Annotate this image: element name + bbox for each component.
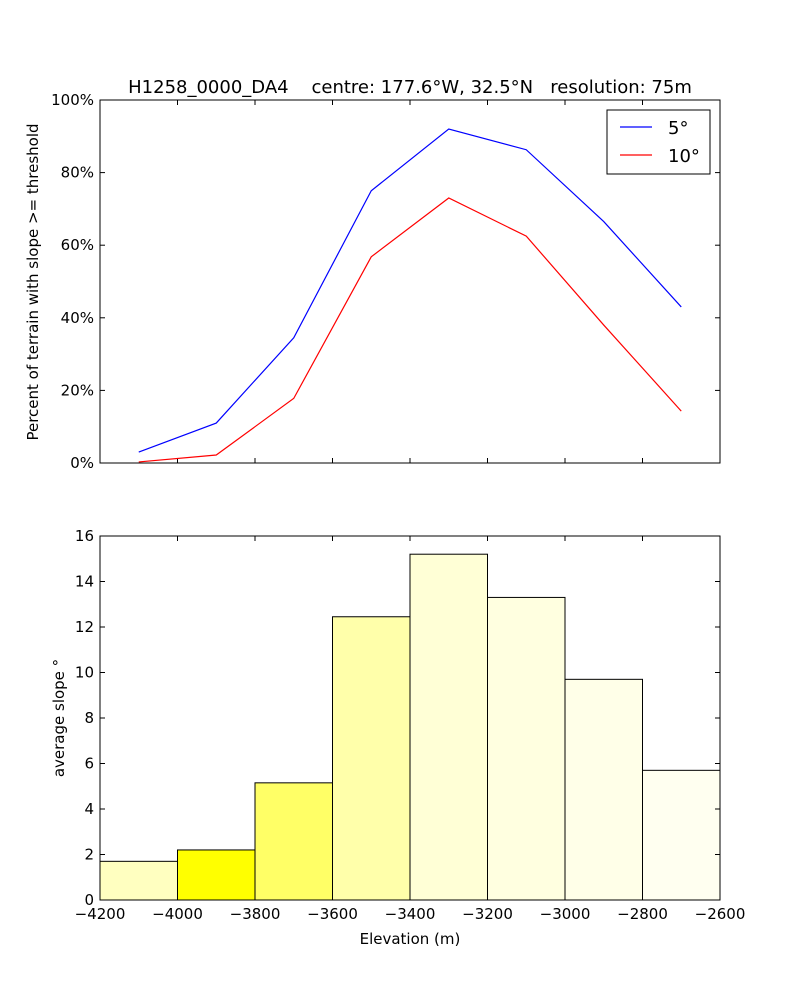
bottom-y-tick-label: 16 [75, 527, 94, 545]
bottom-x-tick-label: −3600 [307, 905, 358, 923]
plot-frame-bottom [99, 535, 721, 901]
top-y-tick-label: 100% [51, 91, 94, 109]
histogram-bar [332, 616, 411, 901]
bottom-x-tick-label: −3400 [385, 905, 436, 923]
histogram-bar [642, 769, 721, 901]
bottom-x-axis-label: Elevation (m) [360, 930, 461, 948]
bottom-x-tick-label: −3800 [230, 905, 281, 923]
bottom-x-tick-label: −2600 [695, 905, 746, 923]
histogram-bar [564, 678, 643, 901]
bottom-y-tick-label: 10 [75, 664, 94, 682]
histogram-bar [254, 782, 333, 901]
bottom-x-tick-label: −3000 [540, 905, 591, 923]
histogram-bar [99, 860, 178, 901]
bottom-y-tick-label: 8 [84, 709, 94, 727]
top-y-tick-label: 0% [70, 454, 94, 472]
bottom-x-tick-label: −4000 [152, 905, 203, 923]
histogram-bar [487, 596, 566, 901]
histogram-bar [177, 849, 256, 901]
series-line-10deg [138, 197, 682, 463]
bottom-y-tick-label: 12 [75, 618, 94, 636]
plot-frame-top [99, 99, 721, 464]
legend-label-5deg: 5° [668, 118, 688, 139]
legend: 5° 10° [606, 109, 711, 175]
bottom-x-tick-label: −2800 [617, 905, 668, 923]
bottom-y-tick-label: 2 [84, 846, 94, 864]
bottom-y-axis-label: average slope ° [50, 659, 68, 777]
bottom-y-tick-label: 14 [75, 573, 94, 591]
bottom-y-tick-label: 4 [84, 800, 94, 818]
bottom-y-tick-label: 6 [84, 755, 94, 773]
bottom-y-tick-label: 0 [84, 891, 94, 909]
top-series-lines [138, 128, 682, 463]
line-chart: 0% 20% 40% 60% 80% 100% Percent of terrain wi… [24, 91, 721, 472]
chart-title: H1258_0000_DA4 centre: 177.6°W, 32.5°N r… [128, 77, 692, 98]
bar-chart: −4200 −4000 −3800 −3600 −3400 −3200 −3000 −2800… [50, 527, 745, 948]
bottom-x-tick-label: −4200 [75, 905, 126, 923]
bottom-ticks: −4200 −4000 −3800 −3600 −3400 −3200 −3000 −2800… [75, 527, 746, 923]
legend-box [606, 109, 711, 175]
legend-label-10deg: 10° [668, 146, 700, 167]
top-y-tick-label: 40% [61, 309, 94, 327]
top-y-axis-label: Percent of terrain with slope >= thresho… [24, 123, 42, 440]
series-line-5deg [138, 128, 682, 453]
top-y-tick-label: 80% [61, 164, 94, 182]
histogram-bar [409, 553, 488, 901]
top-y-tick-label: 20% [61, 381, 94, 399]
bars [99, 553, 721, 901]
bottom-x-tick-label: −3200 [462, 905, 513, 923]
top-y-tick-label: 60% [61, 236, 94, 254]
